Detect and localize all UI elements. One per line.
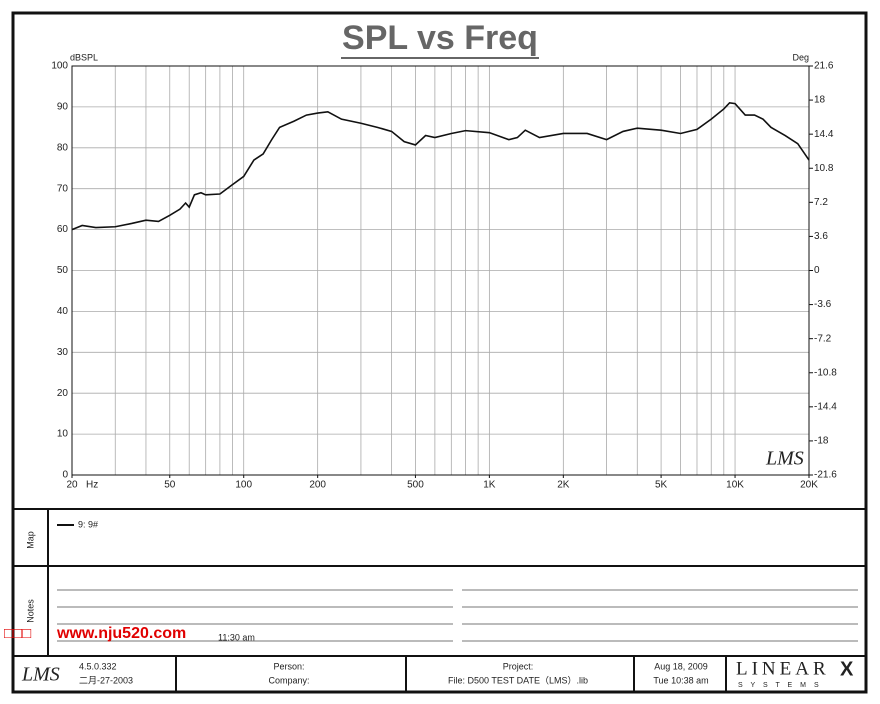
plot-logo: LMS	[765, 448, 804, 470]
x-tick-label: 5K	[655, 480, 668, 491]
y-tick-label: 70	[57, 183, 69, 194]
x-tick-label: 100	[235, 480, 252, 491]
brand-x: X	[840, 658, 854, 680]
brand-sub: S Y S T E M S	[738, 682, 822, 689]
build-date: 二月-27-2003	[79, 675, 133, 685]
y-tick-label: 80	[57, 142, 69, 153]
x-tick-label: 1K	[483, 480, 496, 491]
chart-title: SPL vs Freq	[342, 19, 538, 57]
x-tick-label: 20	[66, 480, 78, 491]
brand: LINEAR	[736, 658, 830, 679]
x-tick-label: 20K	[800, 480, 818, 491]
x-axis-label: Hz	[86, 480, 98, 491]
y-tick-label: 60	[57, 224, 69, 235]
notes-lines	[57, 589, 858, 642]
x-tick-label: 200	[309, 480, 326, 491]
legend-label: 9: 9#	[78, 519, 98, 529]
file: File: D500 TEST DATE（LMS）.lib	[448, 675, 588, 685]
y-tick-label: 50	[57, 265, 69, 276]
watermark-boxes: □□□	[4, 625, 31, 642]
person: Person:	[273, 661, 304, 671]
y-axis-label: dBSPL	[70, 52, 98, 62]
footer-logo: LMS	[21, 664, 60, 686]
plot-border	[71, 65, 810, 476]
x-tick-label: 50	[164, 480, 176, 491]
y2-tick-label: 7.2	[814, 197, 828, 208]
y2-tick-label: -18	[814, 436, 829, 447]
y2-tick-label: 18	[814, 95, 826, 106]
y-tick-label: 100	[51, 61, 68, 72]
y2-tick-label: -21.6	[814, 470, 837, 481]
y-tick-label: 0	[62, 470, 68, 481]
version: 4.5.0.332	[79, 661, 117, 671]
print-time: Tue 10:38 am	[653, 675, 708, 685]
y2-tick-label: -7.2	[814, 333, 832, 344]
y2-tick-label: -10.8	[814, 367, 837, 378]
y2-tick-label: 3.6	[814, 231, 828, 242]
project: Project:	[503, 661, 534, 671]
x-tick-label: 500	[407, 480, 424, 491]
y2-tick-label: -3.6	[814, 299, 832, 310]
map-label: Map	[25, 531, 35, 549]
y-tick-label: 90	[57, 102, 69, 113]
y2-tick-label: 10.8	[814, 163, 834, 174]
watermark: www.nju520.com	[56, 625, 186, 642]
y-tick-label: 40	[57, 306, 69, 317]
y-tick-label: 20	[57, 388, 69, 399]
x-tick-label: 10K	[726, 480, 744, 491]
company: Company:	[268, 675, 309, 685]
series-line	[71, 101, 810, 231]
y2-tick-label: 14.4	[814, 129, 834, 140]
y2-tick-label: 0	[814, 265, 820, 276]
y2-tick-label: -14.4	[814, 401, 837, 412]
y-tick-label: 30	[57, 347, 69, 358]
print-date: Aug 18, 2009	[654, 661, 708, 671]
notes-text: 11:30 am	[218, 632, 255, 642]
y2-axis-label: Deg	[792, 52, 809, 62]
y2-tick-label: 21.6	[814, 61, 834, 72]
y-tick-label: 10	[57, 429, 69, 440]
notes-label: Notes	[25, 599, 35, 623]
x-tick-label: 2K	[557, 480, 570, 491]
